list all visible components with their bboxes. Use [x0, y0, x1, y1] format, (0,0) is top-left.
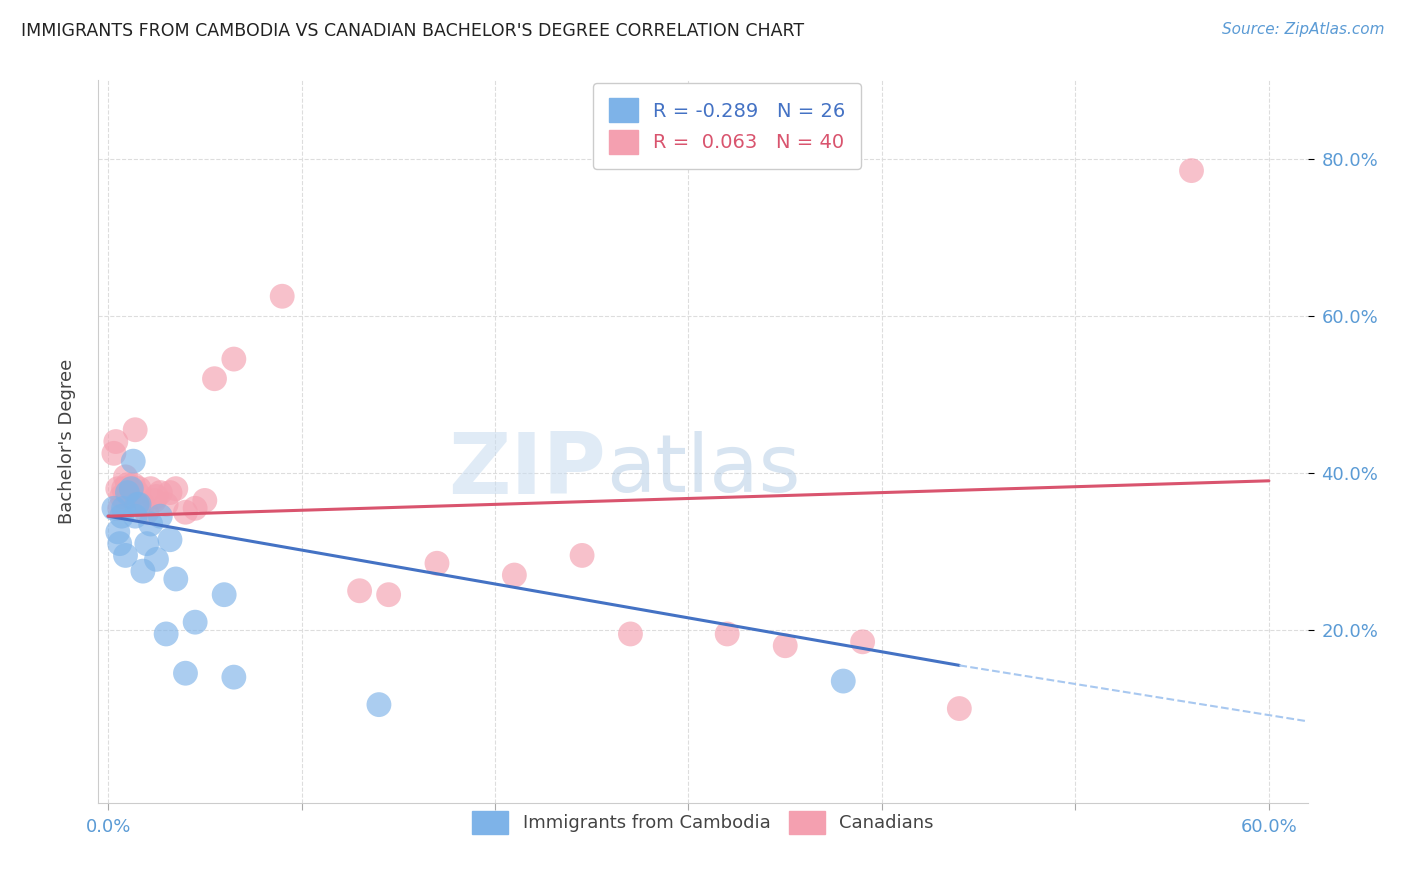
Point	[128, 497, 150, 511]
Point	[212, 588, 235, 602]
Point	[184, 501, 207, 516]
Point	[426, 556, 449, 570]
Legend: Immigrants from Cambodia, Canadians: Immigrants from Cambodia, Canadians	[458, 797, 948, 848]
Point	[135, 536, 157, 550]
Text: Source: ZipAtlas.com: Source: ZipAtlas.com	[1222, 22, 1385, 37]
Point	[165, 482, 187, 496]
Point	[103, 446, 125, 460]
Y-axis label: Bachelor's Degree: Bachelor's Degree	[58, 359, 76, 524]
Text: ZIP: ZIP	[449, 429, 606, 512]
Point	[155, 627, 177, 641]
Text: IMMIGRANTS FROM CAMBODIA VS CANADIAN BACHELOR'S DEGREE CORRELATION CHART: IMMIGRANTS FROM CAMBODIA VS CANADIAN BAC…	[21, 22, 804, 40]
Point	[145, 490, 167, 504]
Text: atlas: atlas	[606, 432, 800, 509]
Point	[503, 568, 526, 582]
Point	[114, 549, 136, 563]
Point	[852, 635, 875, 649]
Point	[139, 516, 162, 531]
Point	[127, 497, 149, 511]
Point	[112, 482, 135, 496]
Point	[112, 501, 135, 516]
Point	[349, 583, 371, 598]
Point	[165, 572, 187, 586]
Point	[948, 701, 970, 715]
Point	[143, 493, 166, 508]
Point	[139, 482, 162, 496]
Point	[120, 485, 142, 500]
Point	[832, 674, 855, 689]
Point	[122, 477, 145, 491]
Point	[204, 372, 226, 386]
Point	[773, 639, 796, 653]
Point	[159, 533, 181, 547]
Point	[124, 423, 146, 437]
Point	[107, 524, 129, 539]
Point	[104, 434, 127, 449]
Point	[111, 490, 134, 504]
Point	[174, 505, 197, 519]
Point	[368, 698, 391, 712]
Point	[132, 564, 155, 578]
Point	[571, 549, 593, 563]
Point	[155, 497, 177, 511]
Point	[149, 485, 172, 500]
Point	[124, 509, 146, 524]
Point	[271, 289, 294, 303]
Point	[118, 490, 141, 504]
Point	[120, 482, 142, 496]
Point	[159, 485, 181, 500]
Point	[117, 477, 139, 491]
Point	[377, 588, 399, 602]
Point	[107, 482, 129, 496]
Point	[174, 666, 197, 681]
Point	[108, 501, 131, 516]
Point	[149, 509, 172, 524]
Point	[222, 670, 245, 684]
Point	[132, 497, 155, 511]
Point	[108, 536, 131, 550]
Point	[127, 485, 149, 500]
Point	[145, 552, 167, 566]
Point	[128, 482, 150, 496]
Point	[114, 470, 136, 484]
Point	[1180, 163, 1202, 178]
Point	[117, 485, 139, 500]
Point	[716, 627, 738, 641]
Point	[184, 615, 207, 630]
Point	[135, 505, 157, 519]
Point	[194, 493, 217, 508]
Point	[111, 509, 134, 524]
Point	[222, 352, 245, 367]
Point	[619, 627, 641, 641]
Point	[122, 454, 145, 468]
Point	[103, 501, 125, 516]
